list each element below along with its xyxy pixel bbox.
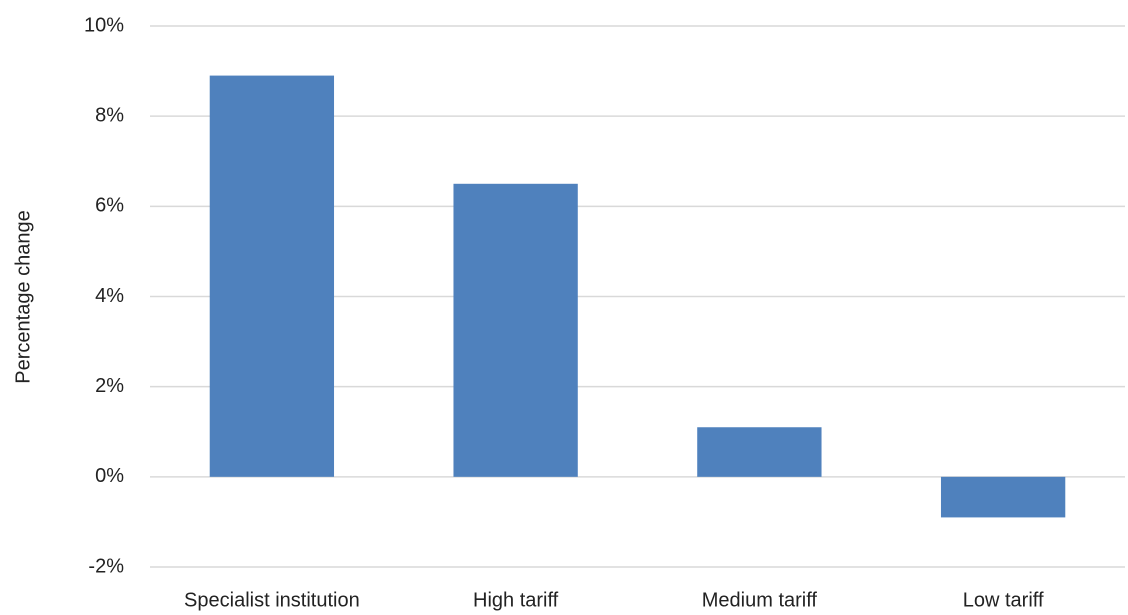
y-tick-label: 2% [95,375,124,397]
x-tick-label: Specialist institution [184,589,360,611]
x-tick-label: High tariff [473,589,559,611]
bar [453,183,578,477]
y-tick-label: 4% [95,285,124,307]
bar [209,75,335,477]
y-tick-label: -2% [88,555,124,577]
y-tick-label: 0% [95,465,124,487]
x-tick-label: Low tariff [963,589,1044,611]
y-axis-label: Percentage change [12,210,34,383]
bar [697,427,822,477]
bar [940,476,1066,518]
y-tick-label: 10% [84,14,124,36]
y-tick-label: 6% [95,195,124,217]
x-tick-label: Medium tariff [702,589,818,611]
y-tick-label: 8% [95,104,124,126]
